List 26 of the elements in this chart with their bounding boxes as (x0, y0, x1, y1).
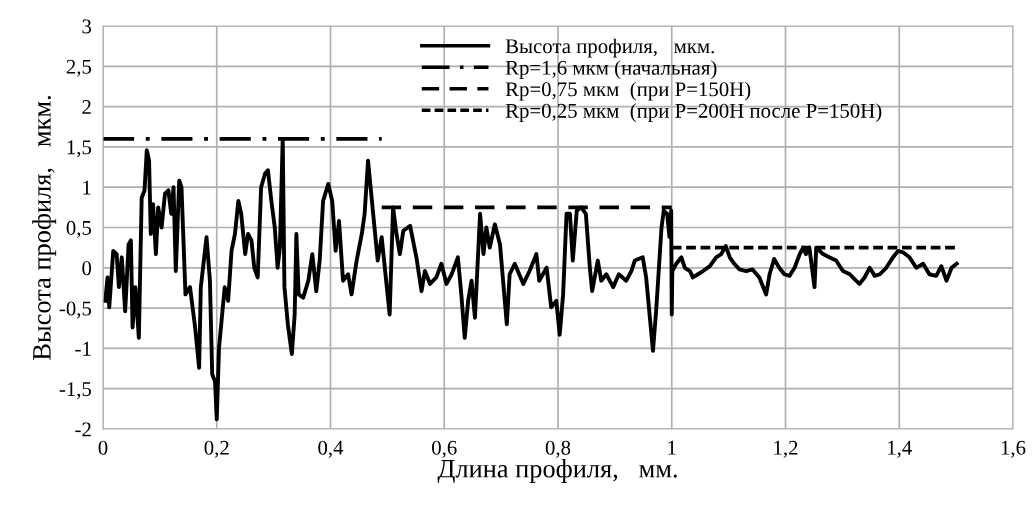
legend-label: Rp=0,25 мкм (при P=200Н после P=150Н) (505, 103, 882, 123)
y-tick-label: 0,5 (66, 220, 92, 238)
y-tick-label: -0,5 (59, 301, 92, 319)
x-tick-label: 1,6 (1001, 440, 1026, 458)
y-tick-label: -2 (75, 422, 91, 437)
legend-label: Rp=1,6 мкм (начальная) (505, 60, 717, 80)
x-axis-title: Длина профиля, мм. (437, 459, 677, 483)
y-tick-label: 0 (82, 261, 92, 276)
x-tick-label: 1,2 (774, 440, 798, 458)
x-tick-label: 0,6 (432, 440, 457, 458)
y-tick-label: 1,5 (67, 140, 92, 158)
x-tick-label: 0,8 (545, 440, 571, 458)
legend-label: Rp=0,75 мкм (при P=150Н) (505, 81, 751, 101)
x-tick-label: 0 (98, 440, 108, 455)
y-tick-label: 2,5 (66, 59, 92, 77)
y-tick-label: -1 (75, 341, 91, 356)
x-tick-label: 1 (668, 440, 676, 455)
legend-label: Высота профиля, мкм. (505, 38, 714, 58)
y-tick-label: -1,5 (59, 382, 92, 400)
y-tick-label: 2 (82, 100, 91, 114)
y-axis-title: Высота профиля, мкм. (32, 96, 57, 360)
x-tick-label: 0,4 (318, 440, 344, 458)
x-tick-label: 1,4 (888, 440, 912, 458)
y-tick-label: 3 (82, 19, 92, 34)
y-tick-label: 1 (83, 180, 91, 195)
x-tick-label: 0,2 (204, 440, 229, 458)
